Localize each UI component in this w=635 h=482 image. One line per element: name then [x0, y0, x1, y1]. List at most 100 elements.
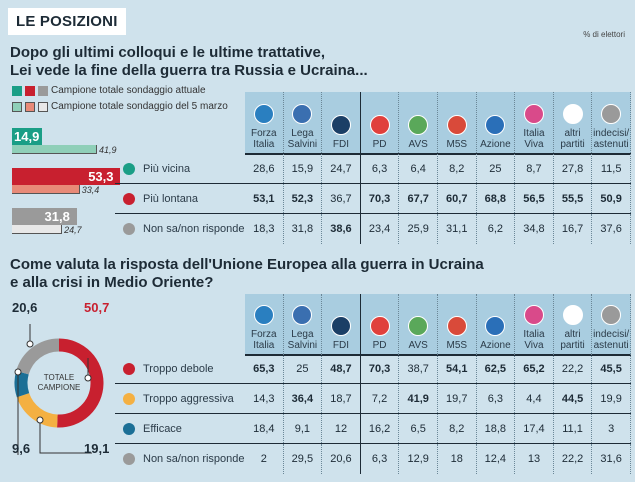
table-cell: 18,7	[322, 384, 361, 413]
party-name: Lega Salvini	[287, 329, 318, 351]
table-cell: 16,2	[361, 414, 400, 443]
table-cell: 19,7	[438, 384, 477, 413]
table-cell: 70,3	[361, 354, 400, 383]
row-label: Più vicina	[115, 162, 245, 175]
party-column-header: indecisi/ astenuti	[592, 92, 631, 153]
party-name: Azione	[480, 340, 511, 351]
party-column-header: PD	[361, 294, 400, 354]
party-column-header: Lega Salvini	[284, 92, 323, 153]
table-cell: 18,8	[477, 414, 516, 443]
party-name: Forza Italia	[251, 128, 277, 150]
party-column-header: indecisi/ astenuti	[592, 294, 631, 354]
party-column-header: M5S	[438, 294, 477, 354]
table-row: Non sa/non risponde 2 29,5 20,6 6,3 12,9 18 12,…	[115, 444, 631, 474]
table-cell: 31,1	[438, 214, 477, 244]
leader-dot	[36, 416, 44, 424]
leader-line	[39, 420, 92, 454]
party-column-header: Italia Viva	[515, 92, 554, 153]
leader-dot	[84, 374, 92, 382]
bar-previous	[12, 225, 63, 234]
table-cell: 41,9	[399, 384, 438, 413]
table-cell: 8,2	[438, 414, 477, 443]
table-cell: 22,2	[554, 354, 593, 383]
table-row: Efficace 18,4 9,1 12 16,2 6,5 8,2 18,8 17,4 11,1 3	[115, 414, 631, 444]
table-cell: 31,6	[592, 444, 631, 474]
table-cell: 11,5	[592, 154, 631, 183]
table-cell: 38,7	[399, 354, 438, 383]
bar-current-label: 53,3	[88, 169, 114, 184]
table-cell: 36,7	[322, 184, 361, 213]
table-cell: 8,7	[515, 154, 554, 183]
table-cell: 18,4	[245, 414, 284, 443]
party-column-header: Forza Italia	[245, 294, 284, 354]
table-cell: 68,8	[477, 184, 516, 213]
donut-slice	[16, 338, 60, 375]
table-row: Troppo aggressiva 14,3 36,4 18,7 7,2 41,9 19,7…	[115, 384, 631, 414]
party-logo-icon	[292, 104, 313, 124]
party-column-header: altri partiti	[554, 294, 593, 354]
table-cell: 17,4	[515, 414, 554, 443]
leader-dot	[26, 340, 34, 348]
party-name: altri partiti	[560, 329, 585, 351]
table-cell: 28,6	[245, 154, 284, 183]
bar-current	[12, 208, 77, 225]
question-1-line-1: Dopo gli ultimi colloqui e le ultime tra…	[10, 44, 326, 61]
legend-previous: Campione totale sondaggio del 5 marzo	[12, 101, 228, 112]
legend-dot-icon	[123, 362, 135, 375]
party-column-header: M5S	[438, 92, 477, 153]
table-cell: 56,5	[515, 184, 554, 213]
party-logo-icon	[330, 316, 351, 336]
table-cell: 7,2	[361, 384, 400, 413]
table-cell: 6,3	[477, 384, 516, 413]
party-column-header: FDI	[322, 92, 361, 153]
table-cell: 6,3	[361, 154, 400, 183]
bar-current-label: 14,9	[14, 129, 40, 144]
table-cell: 12	[322, 414, 361, 443]
bar-previous-label: 24,7	[64, 225, 82, 235]
table-cell: 25,9	[399, 214, 438, 244]
party-name: PD	[372, 139, 387, 150]
table-cell: 6,2	[477, 214, 516, 244]
party-column-header: PD	[361, 92, 400, 153]
row-label-text: Non sa/non risponde	[143, 223, 245, 235]
party-logo-icon	[562, 104, 583, 124]
table-cell: 16,7	[554, 214, 593, 244]
table-cell: 37,6	[592, 214, 631, 244]
party-column-header: Lega Salvini	[284, 294, 323, 354]
table-cell: 48,7	[322, 354, 361, 383]
donut-value-label: 50,7	[84, 300, 110, 315]
party-name: M5S	[446, 340, 468, 351]
row-label: Non sa/non risponde	[115, 453, 245, 465]
party-name: FDI	[332, 139, 350, 150]
donut-center-label: TOTALE	[44, 373, 74, 382]
table-cell: 25	[477, 154, 516, 183]
donut-value-label: 19,1	[84, 441, 110, 456]
table-cell: 50,9	[592, 184, 631, 213]
table-cell: 67,7	[399, 184, 438, 213]
table-cell: 70,3	[361, 184, 400, 213]
table-cell: 62,5	[477, 354, 516, 383]
table-cell: 15,9	[284, 154, 323, 183]
party-name: AVS	[408, 340, 428, 351]
party-logo-icon	[292, 305, 313, 325]
party-column-header: FDI	[322, 294, 361, 354]
party-name: AVS	[408, 139, 428, 150]
table-cell: 6,5	[399, 414, 438, 443]
legend-dot-icon	[123, 422, 135, 435]
table-row: Più lontana 53,1 52,3 36,7 70,3 67,7 60,7 68,8 5…	[115, 184, 631, 214]
table-cell: 38,6	[322, 214, 361, 244]
table-cell: 3	[592, 414, 631, 443]
section-kicker: LE POSIZIONI	[8, 8, 126, 35]
party-name: Italia Viva	[523, 329, 545, 351]
bar-previous	[12, 145, 98, 154]
party-name: indecisi/ astenuti	[593, 128, 630, 150]
donut-center-label: CAMPIONE	[38, 383, 81, 392]
party-logo-icon	[330, 115, 351, 135]
table-cell: 60,7	[438, 184, 477, 213]
table-cell: 31,8	[284, 214, 323, 244]
table-cell: 27,8	[554, 154, 593, 183]
party-logo-icon	[562, 305, 583, 325]
row-label-text: Più lontana	[143, 192, 199, 205]
bar-previous-label: 41,9	[99, 145, 117, 155]
table-row: Non sa/non risponde 18,3 31,8 38,6 23,4 25,9 3…	[115, 214, 631, 244]
